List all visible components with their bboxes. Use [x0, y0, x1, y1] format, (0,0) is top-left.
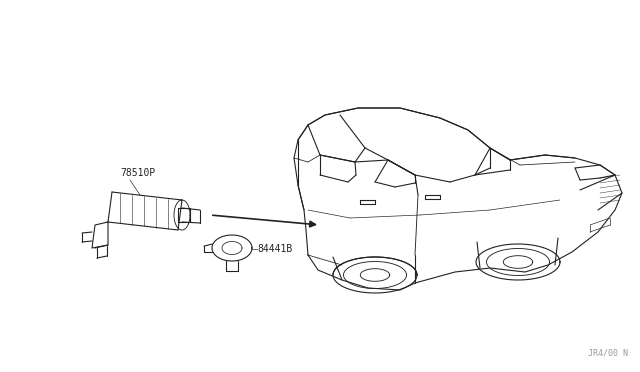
Text: 78510P: 78510P: [120, 168, 156, 178]
Text: JR4/00 N: JR4/00 N: [588, 349, 628, 358]
Text: 84441B: 84441B: [257, 244, 292, 254]
